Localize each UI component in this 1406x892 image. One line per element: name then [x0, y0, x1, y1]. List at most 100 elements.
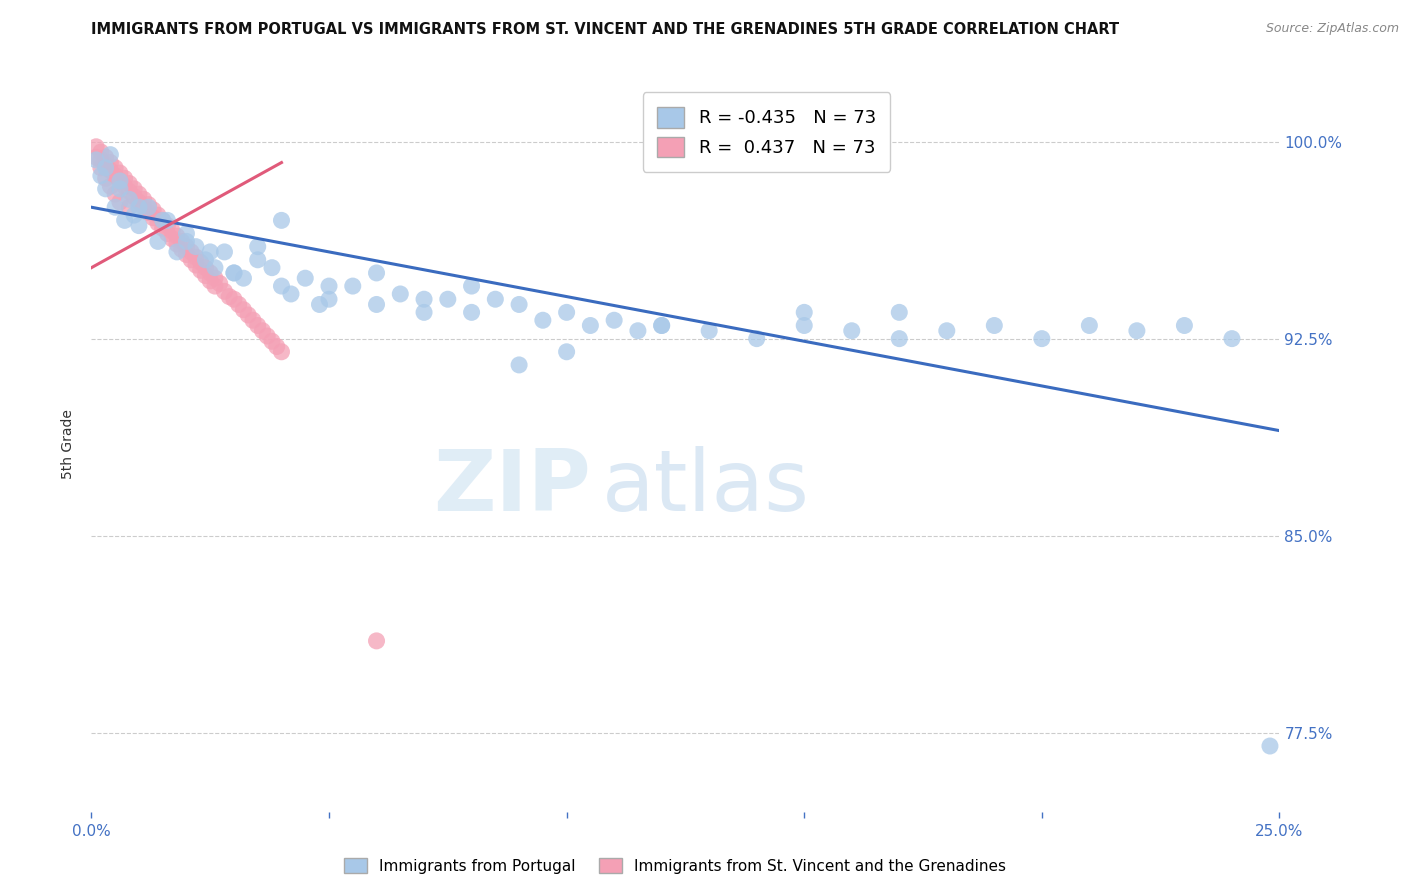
Point	[146, 208, 169, 222]
Point	[889, 332, 911, 346]
Point	[132, 192, 155, 206]
Point	[460, 305, 482, 319]
Point	[128, 200, 150, 214]
Point	[627, 324, 650, 338]
Point	[222, 266, 245, 280]
Text: atlas: atlas	[602, 446, 810, 530]
Point	[200, 274, 222, 288]
Point	[366, 297, 388, 311]
Point	[184, 258, 207, 272]
Point	[270, 279, 292, 293]
Y-axis label: 5th Grade: 5th Grade	[62, 409, 76, 479]
Point	[122, 208, 145, 222]
Point	[342, 279, 364, 293]
Point	[204, 279, 226, 293]
Point	[108, 174, 131, 188]
Point	[294, 271, 316, 285]
Point	[108, 166, 131, 180]
Point	[200, 244, 222, 259]
Point	[1031, 332, 1053, 346]
Point	[1126, 324, 1149, 338]
Point	[1078, 318, 1101, 333]
Point	[90, 169, 112, 183]
Point	[841, 324, 863, 338]
Point	[222, 266, 245, 280]
Point	[100, 155, 122, 169]
Point	[152, 213, 174, 227]
Point	[132, 200, 155, 214]
Point	[260, 334, 283, 349]
Point	[413, 305, 436, 319]
Point	[118, 200, 141, 214]
Point	[142, 211, 165, 225]
Point	[94, 158, 117, 172]
Point	[232, 271, 254, 285]
Point	[436, 292, 458, 306]
Point	[166, 237, 188, 252]
Point	[214, 244, 236, 259]
Point	[508, 358, 530, 372]
Point	[84, 140, 107, 154]
Point	[84, 150, 107, 164]
Point	[184, 240, 207, 254]
Point	[460, 279, 482, 293]
Point	[160, 224, 183, 238]
Point	[531, 313, 554, 327]
Point	[413, 292, 436, 306]
Point	[204, 260, 226, 275]
Point	[118, 185, 141, 199]
Point	[697, 324, 720, 338]
Point	[256, 329, 278, 343]
Point	[176, 235, 198, 249]
Point	[122, 182, 145, 196]
Point	[280, 287, 302, 301]
Text: IMMIGRANTS FROM PORTUGAL VS IMMIGRANTS FROM ST. VINCENT AND THE GRENADINES 5TH G: IMMIGRANTS FROM PORTUGAL VS IMMIGRANTS F…	[91, 22, 1119, 37]
Point	[170, 242, 193, 256]
Point	[935, 324, 957, 338]
Legend: Immigrants from Portugal, Immigrants from St. Vincent and the Grenadines: Immigrants from Portugal, Immigrants fro…	[337, 852, 1012, 880]
Point	[1173, 318, 1195, 333]
Point	[84, 153, 107, 167]
Point	[603, 313, 626, 327]
Point	[214, 285, 236, 299]
Point	[138, 200, 160, 214]
Point	[194, 268, 217, 283]
Point	[166, 244, 188, 259]
Point	[389, 287, 412, 301]
Point	[94, 171, 117, 186]
Point	[745, 332, 768, 346]
Point	[104, 169, 127, 183]
Point	[194, 252, 217, 267]
Point	[793, 318, 815, 333]
Point	[128, 187, 150, 202]
Legend: R = -0.435   N = 73, R =  0.437   N = 73: R = -0.435 N = 73, R = 0.437 N = 73	[643, 92, 890, 172]
Point	[138, 197, 160, 211]
Point	[138, 205, 160, 219]
Point	[270, 213, 292, 227]
Point	[146, 216, 169, 230]
Point	[108, 194, 131, 209]
Point	[108, 174, 131, 188]
Point	[651, 318, 673, 333]
Point	[1220, 332, 1243, 346]
Point	[266, 339, 288, 353]
Point	[246, 252, 269, 267]
Point	[142, 202, 165, 217]
Text: ZIP: ZIP	[433, 446, 591, 530]
Point	[238, 308, 260, 322]
Point	[100, 163, 122, 178]
Point	[579, 318, 602, 333]
Point	[252, 324, 274, 338]
Point	[190, 255, 212, 269]
Point	[983, 318, 1005, 333]
Point	[246, 318, 269, 333]
Point	[246, 240, 269, 254]
Point	[104, 187, 127, 202]
Point	[218, 290, 240, 304]
Point	[889, 305, 911, 319]
Point	[242, 313, 264, 327]
Point	[228, 297, 250, 311]
Point	[90, 153, 112, 167]
Point	[122, 190, 145, 204]
Point	[170, 235, 193, 249]
